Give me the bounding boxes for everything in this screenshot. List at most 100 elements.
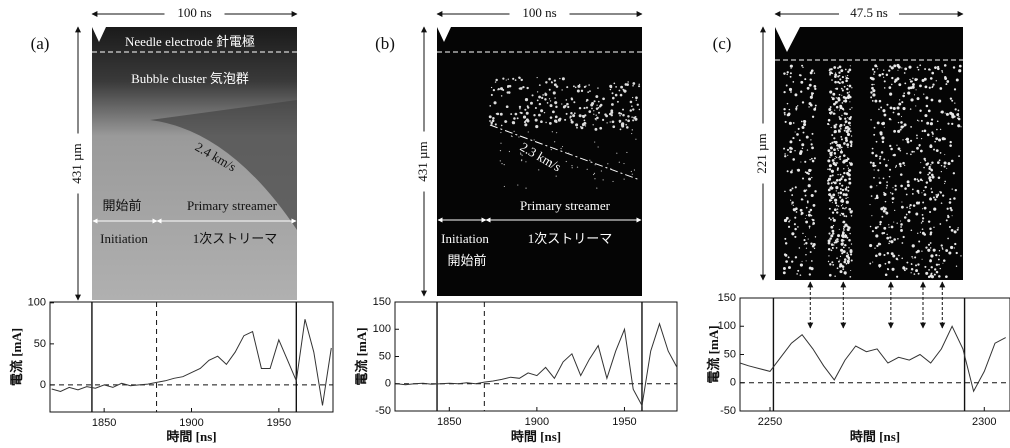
before-label: 開始前	[102, 198, 141, 213]
speckle	[835, 190, 837, 192]
speckle	[837, 101, 839, 103]
speckle	[913, 178, 917, 181]
speckle	[811, 146, 814, 150]
speckle	[892, 111, 895, 114]
speckle	[930, 254, 934, 258]
speckle	[535, 125, 539, 129]
speckle	[518, 87, 521, 90]
speckle	[847, 77, 850, 80]
speckle	[844, 193, 848, 197]
speckle	[953, 88, 957, 91]
speckle	[501, 162, 503, 165]
speckle	[835, 97, 837, 99]
speckle	[809, 158, 811, 161]
speckle	[828, 168, 832, 171]
speckle	[500, 124, 503, 127]
speckle	[941, 247, 944, 249]
speckle	[833, 137, 836, 140]
speckle	[950, 159, 954, 163]
speckle	[874, 99, 878, 103]
speckle	[893, 64, 897, 68]
speckle	[919, 171, 922, 174]
speckle	[897, 121, 900, 124]
speckle	[943, 161, 947, 165]
speckle	[830, 169, 834, 173]
speckle	[927, 109, 931, 113]
speckle	[833, 181, 837, 185]
speckle	[594, 178, 596, 180]
speckle	[929, 232, 932, 236]
speckle	[835, 186, 839, 190]
speckle	[915, 78, 918, 81]
speckle	[552, 91, 556, 95]
speckle	[809, 71, 813, 75]
speckle	[948, 251, 952, 255]
speckle	[844, 178, 847, 182]
speckle	[838, 182, 841, 185]
speckle	[609, 84, 613, 88]
speckle	[953, 247, 955, 249]
speckle	[847, 157, 850, 161]
speckle	[944, 154, 946, 156]
speckle	[827, 188, 831, 192]
speckle	[602, 97, 605, 101]
speckle	[595, 95, 599, 99]
speckle	[897, 238, 899, 240]
speckle	[951, 215, 953, 217]
speckle	[806, 86, 810, 90]
speckle	[881, 140, 885, 144]
speckle	[957, 117, 961, 121]
speckle	[871, 215, 873, 217]
speckle	[952, 172, 956, 175]
speckle	[837, 194, 839, 196]
speckle	[934, 140, 937, 143]
speckle	[833, 241, 836, 244]
speckle	[921, 130, 924, 132]
y-tick-label: 0	[385, 378, 391, 390]
speckle	[618, 89, 621, 92]
speckle	[939, 191, 941, 193]
speckle	[897, 69, 899, 71]
speckle	[838, 260, 840, 263]
speckle	[903, 123, 907, 127]
speckle	[786, 71, 789, 74]
speckle	[846, 91, 849, 94]
speckle	[834, 201, 838, 205]
speckle	[906, 180, 910, 184]
speckle	[846, 74, 849, 77]
speckle	[622, 108, 624, 111]
speckle	[878, 108, 880, 111]
speckle	[900, 184, 903, 188]
speckle	[541, 96, 543, 99]
speckle	[625, 118, 628, 121]
speckle	[929, 144, 933, 147]
speckle	[942, 262, 944, 264]
speckle	[632, 82, 636, 85]
speckle	[808, 83, 812, 87]
speckle	[872, 89, 876, 93]
speckle	[835, 105, 839, 109]
speckle	[844, 96, 848, 100]
speckle	[577, 84, 581, 88]
speckle	[879, 220, 882, 224]
speckle	[638, 83, 640, 86]
speckle	[849, 249, 853, 252]
speckle	[555, 120, 558, 124]
speckle	[915, 212, 919, 216]
speckle	[578, 83, 581, 86]
speckle	[554, 141, 556, 143]
speckle	[525, 187, 527, 189]
speckle	[828, 164, 832, 168]
speckle	[580, 126, 584, 130]
speckle	[915, 89, 917, 91]
speckle	[917, 263, 920, 266]
speckle	[927, 248, 931, 252]
speckle	[490, 121, 493, 124]
speckle	[833, 152, 837, 155]
speckle	[924, 114, 928, 118]
speckle	[932, 196, 935, 199]
speckle	[830, 218, 832, 221]
speckle	[827, 241, 831, 245]
speckle	[566, 86, 569, 89]
